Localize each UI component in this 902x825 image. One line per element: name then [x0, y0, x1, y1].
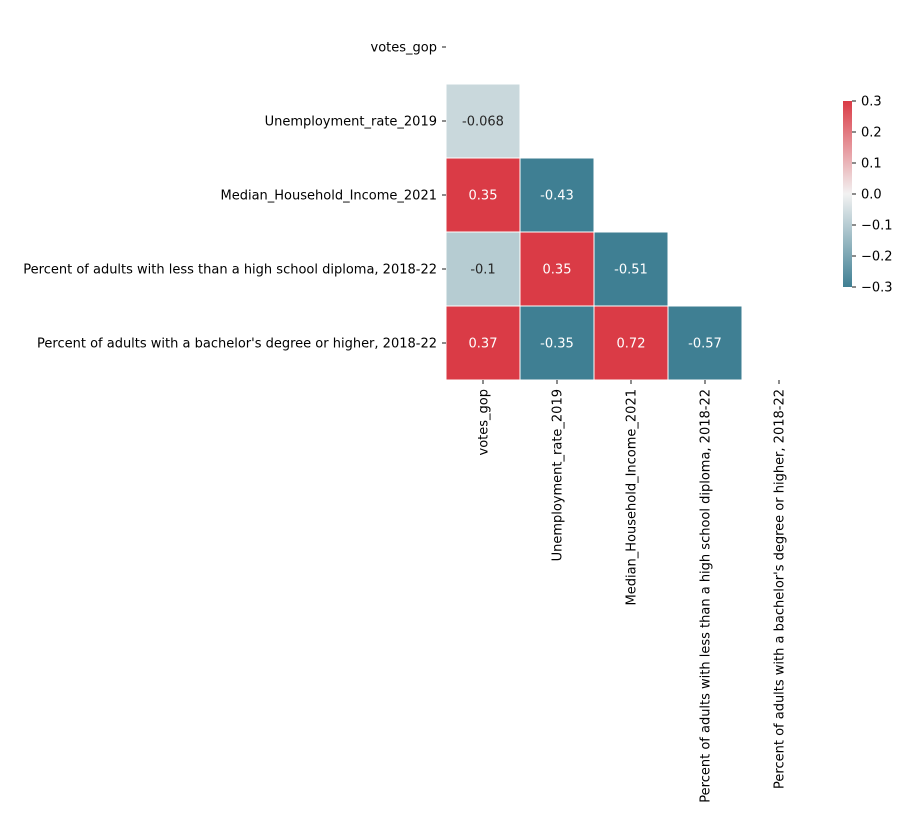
colorbar-tick-label: −0.1	[861, 219, 893, 234]
x-tick-label: Percent of adults with less than a high …	[699, 389, 714, 803]
y-tick-label: Median_Household_Income_2021	[221, 189, 438, 204]
heatmap-cell	[445, 157, 521, 233]
colorbar-gradient	[843, 101, 852, 287]
x-tick-label: Percent of adults with a bachelor's degr…	[773, 389, 788, 789]
heatmap-cell	[519, 157, 595, 233]
y-axis: votes_gop Unemployment_rate_2019 Median_Ho…	[23, 41, 446, 352]
cell-value-label: 0.35	[543, 263, 572, 278]
cell-value-label: 0.72	[617, 337, 646, 352]
cell-value-label: -0.51	[614, 263, 648, 278]
y-tick-label: Percent of adults with a bachelor's degr…	[37, 337, 437, 352]
cell-value-label: 0.37	[469, 337, 498, 352]
heatmap-cell	[445, 231, 521, 307]
cell-annotations: -0.068 0.35 -0.43 -0.1 0.35 -0.51 0.37 -0.35 0.7…	[462, 115, 722, 352]
colorbar-tick-label: 0.1	[861, 157, 882, 172]
colorbar: 0.3 0.2 0.1 0.0 −0.1 −0.2 −0.3	[843, 95, 893, 296]
colorbar-tick-label: −0.3	[861, 281, 893, 296]
heatmap-cell	[519, 231, 595, 307]
cell-value-label: 0.35	[469, 189, 498, 204]
x-tick-label: votes_gop	[477, 389, 492, 455]
x-tick-label: Unemployment_rate_2019	[551, 389, 566, 561]
colorbar-tick-label: −0.2	[861, 250, 893, 265]
cell-value-label: -0.1	[470, 263, 495, 278]
y-tick-label: Unemployment_rate_2019	[265, 115, 437, 130]
y-tick-label: Percent of adults with less than a high …	[23, 263, 437, 278]
cell-value-label: -0.57	[688, 337, 722, 352]
heatmap-cell	[445, 83, 521, 159]
heatmap-cell	[519, 305, 595, 381]
heatmap-cells	[445, 83, 743, 381]
cell-value-label: -0.35	[540, 337, 574, 352]
colorbar-ticks: 0.3 0.2 0.1 0.0 −0.1 −0.2 −0.3	[852, 95, 893, 296]
cell-value-label: -0.068	[462, 115, 504, 130]
colorbar-tick-label: 0.2	[861, 126, 882, 141]
heatmap-cell	[667, 305, 743, 381]
x-tick-label: Median_Household_Income_2021	[625, 389, 640, 606]
x-axis: votes_gop Unemployment_rate_2019 Median_Ho…	[477, 380, 788, 803]
colorbar-tick-label: 0.0	[861, 188, 882, 203]
cell-value-label: -0.43	[540, 189, 574, 204]
heatmap-cell	[593, 231, 669, 307]
colorbar-tick-label: 0.3	[861, 95, 882, 110]
y-tick-label: votes_gop	[371, 41, 437, 56]
